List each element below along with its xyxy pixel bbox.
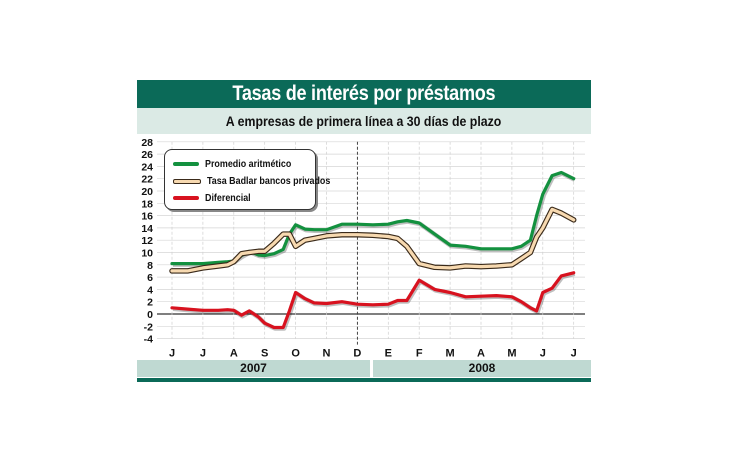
legend-item-promedio: Promedio aritmético [173,158,307,170]
y-tick-label: -4 [144,334,153,346]
x-tick-label: E [385,348,392,360]
legend-swatch-beige [173,178,201,184]
y-tick-label: 0 [147,309,153,321]
x-tick-label: A [230,348,238,360]
y-tick-label: 6 [147,272,153,284]
x-tick-label: J [571,348,577,360]
series-shadow [172,271,576,331]
legend-swatch-green [173,162,199,166]
x-tick-label: S [261,348,268,360]
x-tick-label: J [540,348,546,360]
legend-label: Tasa Badlar bancos privados [207,175,331,187]
series-line-diferencial [170,271,576,330]
y-tick-label: 12 [141,235,153,247]
chart-title: Tasas de interés por préstamos [232,82,496,105]
bottom-rule [137,378,591,382]
y-tick-label: 4 [147,284,153,296]
y-tick-label: 10 [141,248,153,260]
x-tick-label: J [169,348,175,360]
x-tick-label: O [291,348,300,360]
legend-label: Diferencial [205,192,251,204]
chart-title-bar: Tasas de interés por préstamos [137,80,591,108]
chart-legend: Promedio aritmético Tasa Badlar bancos p… [164,149,330,210]
chart-subtitle-bar: A empresas de primera línea a 30 días de… [137,108,591,134]
legend-label: Promedio aritmético [205,158,292,170]
legend-swatch-red [173,196,199,200]
y-tick-label: 28 [141,137,153,149]
x-tick-label: M [446,348,455,360]
y-tick-label: 16 [141,211,153,223]
x-tick-label: D [353,348,361,360]
y-tick-label: 22 [141,174,153,186]
x-tick-label: M [507,348,516,360]
chart-frame: Tasas de interés por préstamos A empresa… [137,80,591,382]
y-tick-label: -2 [144,321,153,333]
y-tick-label: 2 [147,297,153,309]
y-tick-label: 14 [141,223,153,235]
legend-item-badlar: Tasa Badlar bancos privados [173,175,352,187]
y-tick-label: 8 [147,260,153,272]
x-tick-label: F [416,348,423,360]
series-line-badlar [170,207,576,273]
y-tick-label: 26 [141,149,153,161]
chart-subtitle: A empresas de primera línea a 30 días de… [226,113,502,129]
year-label-2008: 2008 [373,360,591,377]
x-tick-label: A [477,348,485,360]
legend-item-diferencial: Diferencial [173,192,259,204]
y-tick-label: 20 [141,186,153,198]
x-tick-label: J [200,348,206,360]
x-tick-label: N [323,348,331,360]
year-label-2007: 2007 [137,360,370,377]
y-tick-label: 24 [141,161,153,173]
y-tick-label: 18 [141,198,153,210]
